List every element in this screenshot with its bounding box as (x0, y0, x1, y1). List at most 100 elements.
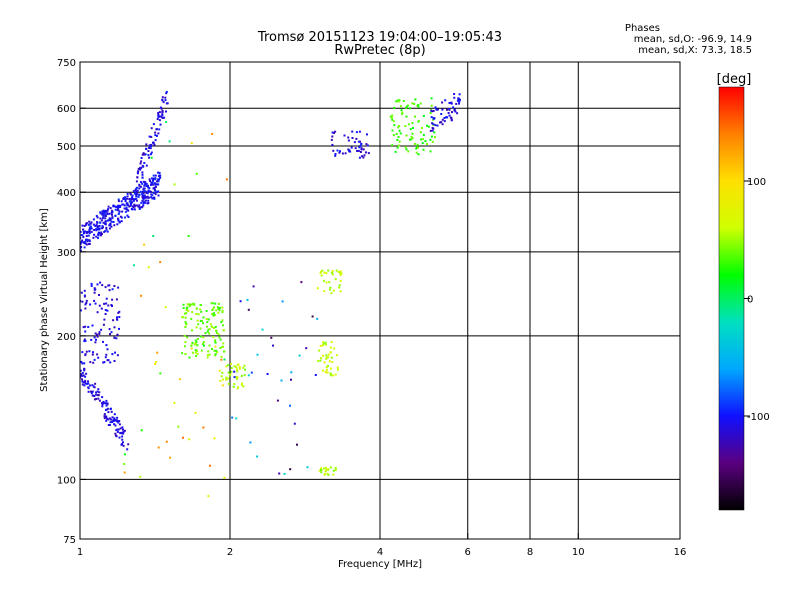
data-point (108, 417, 111, 420)
data-point (96, 216, 99, 219)
data-point (107, 418, 110, 421)
data-point (94, 382, 97, 385)
data-point (236, 368, 238, 371)
y-tick-label: 500 (57, 142, 76, 153)
data-point (106, 348, 109, 351)
data-point (102, 215, 105, 218)
data-point (355, 137, 358, 140)
data-point (244, 368, 247, 371)
data-point (202, 426, 205, 429)
data-point (93, 336, 96, 339)
data-point (133, 203, 136, 206)
data-point (456, 99, 459, 102)
data-point (152, 174, 155, 177)
data-point (435, 108, 438, 111)
data-point (147, 201, 150, 204)
data-point (331, 131, 334, 134)
data-point (164, 306, 167, 309)
data-point (143, 243, 146, 246)
data-point (194, 349, 197, 352)
data-point (159, 123, 162, 126)
data-point (105, 344, 108, 347)
data-point (222, 329, 225, 332)
data-point (105, 228, 108, 231)
data-point (141, 173, 144, 176)
data-point (356, 150, 359, 152)
data-point (117, 421, 120, 424)
x-axis-label: Frequency [MHz] (338, 559, 422, 570)
data-point (123, 453, 126, 456)
data-point (117, 200, 120, 203)
data-point (98, 224, 101, 227)
data-point (142, 198, 145, 200)
data-point (104, 220, 107, 223)
data-point (106, 212, 109, 215)
data-point (121, 438, 124, 441)
data-point (240, 375, 243, 377)
data-point (84, 382, 87, 385)
data-point (318, 349, 321, 352)
data-point (109, 333, 111, 336)
data-point (122, 203, 125, 206)
data-point (296, 443, 298, 446)
data-point (327, 269, 330, 272)
data-point (129, 193, 132, 196)
data-point (331, 374, 334, 377)
data-point (121, 443, 123, 446)
data-point (163, 116, 166, 119)
data-point (397, 144, 400, 147)
data-point (327, 468, 330, 471)
data-point (102, 209, 105, 212)
data-point (156, 134, 158, 137)
x-tick-label: 1 (77, 547, 83, 558)
data-point (103, 417, 106, 420)
data-point (360, 143, 363, 145)
data-point (184, 353, 187, 355)
data-point (87, 223, 90, 226)
data-point (182, 307, 185, 310)
data-point (89, 303, 92, 306)
data-point (114, 351, 116, 354)
data-point (458, 100, 461, 103)
data-point (431, 110, 434, 113)
data-point (339, 274, 342, 277)
data-point (81, 372, 84, 374)
data-point (190, 142, 193, 145)
data-point (104, 309, 107, 311)
data-point (84, 330, 87, 333)
data-point (417, 105, 420, 108)
data-point (455, 102, 458, 105)
data-point (324, 470, 327, 473)
data-point (232, 385, 235, 388)
data-point (214, 326, 217, 328)
data-point (106, 209, 109, 212)
data-point (340, 272, 343, 275)
data-point (411, 132, 414, 135)
data-point (111, 211, 114, 214)
data-point (431, 127, 434, 129)
data-point (109, 361, 112, 364)
data-point (127, 209, 130, 212)
data-point (82, 326, 85, 329)
data-point (453, 96, 456, 99)
data-point (417, 153, 420, 156)
data-point (154, 139, 157, 142)
data-point (126, 192, 129, 195)
data-point (152, 196, 155, 199)
data-point (98, 333, 101, 335)
data-point (195, 307, 198, 310)
data-point (116, 354, 119, 357)
data-point (206, 330, 209, 333)
data-point (216, 351, 219, 354)
data-point (200, 310, 203, 313)
data-point (96, 333, 98, 336)
data-point (217, 333, 220, 336)
data-point (331, 143, 334, 146)
data-point (142, 204, 145, 207)
data-point (222, 342, 225, 345)
data-point (102, 226, 104, 229)
data-point (106, 230, 109, 233)
data-point (150, 145, 152, 148)
data-point (95, 223, 98, 226)
data-point (156, 183, 159, 186)
